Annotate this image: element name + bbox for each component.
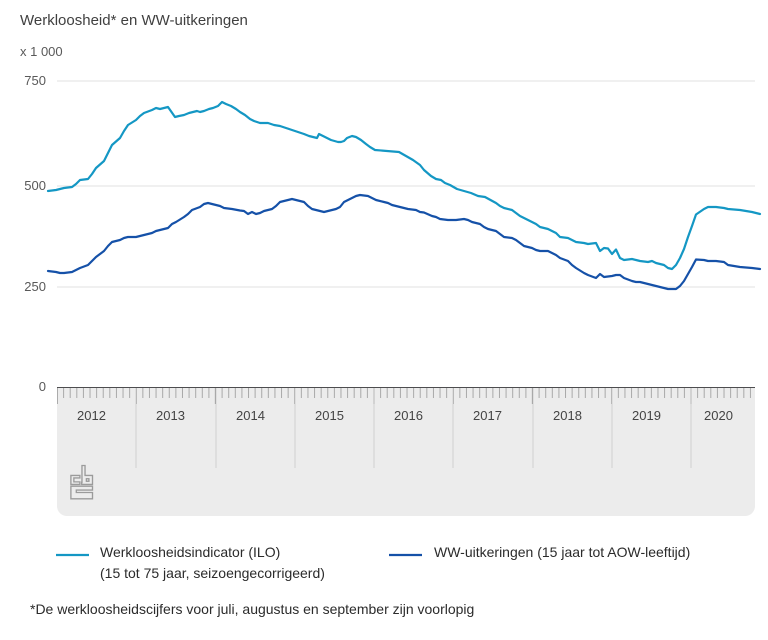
svg-text:750: 750 bbox=[24, 73, 46, 88]
svg-text:250: 250 bbox=[24, 279, 46, 294]
svg-text:500: 500 bbox=[24, 178, 46, 193]
